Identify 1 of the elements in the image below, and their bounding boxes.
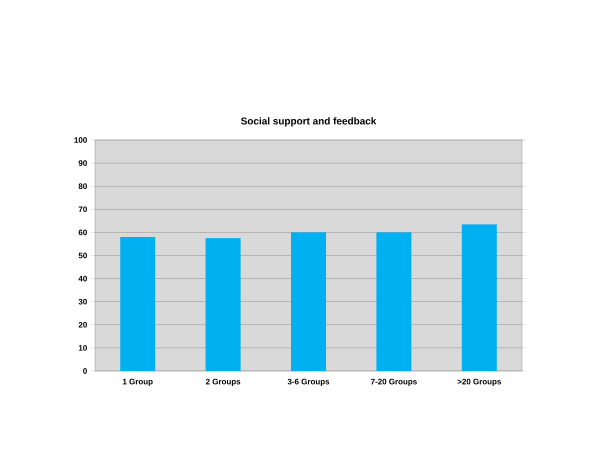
chart-title: Social support and feedback (240, 117, 376, 126)
